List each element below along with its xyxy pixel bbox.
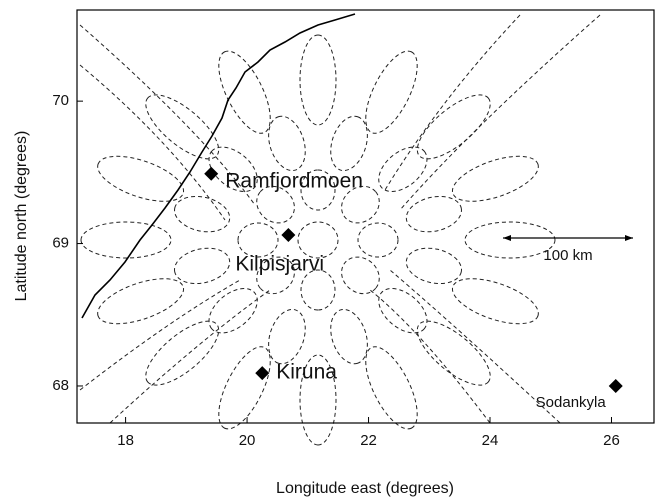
beam xyxy=(451,155,539,202)
beam xyxy=(357,222,399,258)
beam xyxy=(256,185,295,224)
beam xyxy=(378,146,428,192)
beam xyxy=(218,50,271,134)
beam xyxy=(145,320,220,386)
station-label: Ramfjordmoen xyxy=(225,169,363,192)
x-tick-label: 18 xyxy=(117,432,134,449)
beam-edge xyxy=(384,14,521,191)
beam xyxy=(330,115,368,172)
station-marker xyxy=(255,366,270,381)
beam xyxy=(208,288,258,334)
y-tick-label: 69 xyxy=(52,235,69,252)
beam xyxy=(300,269,336,311)
beam xyxy=(208,146,258,192)
beam xyxy=(341,256,380,295)
x-tick-label: 26 xyxy=(603,432,620,449)
beam xyxy=(256,256,295,295)
beam xyxy=(237,222,279,258)
y-axis-label: Latitude north (degrees) xyxy=(13,131,30,302)
beam xyxy=(341,185,380,224)
beam xyxy=(405,195,462,233)
station-marker xyxy=(204,166,219,181)
station-label: Sodankyla xyxy=(536,394,607,411)
beam xyxy=(378,288,428,334)
beam xyxy=(97,155,185,202)
beam xyxy=(297,221,339,259)
beam xyxy=(416,94,491,160)
station-marker xyxy=(608,378,623,393)
beam xyxy=(365,50,418,134)
beam xyxy=(464,221,556,259)
beam xyxy=(300,169,336,211)
beam-edge xyxy=(109,289,271,424)
scale-label: 100 km xyxy=(543,247,592,264)
beam xyxy=(145,94,220,160)
beam-edge xyxy=(79,24,256,206)
beam-edge xyxy=(79,64,226,221)
beam xyxy=(330,308,368,365)
beam-edge xyxy=(389,269,561,424)
beam xyxy=(451,278,539,325)
coastline xyxy=(81,13,356,319)
x-tick-label: 22 xyxy=(360,432,377,449)
beam-edge xyxy=(79,279,241,391)
beam xyxy=(97,278,185,325)
x-tick-label: 20 xyxy=(239,432,256,449)
station-label: Kiruna xyxy=(276,361,337,384)
beam-pattern xyxy=(79,14,601,446)
beam xyxy=(365,346,418,430)
y-tick-label: 68 xyxy=(52,377,69,394)
beam xyxy=(268,115,306,172)
beam-edge xyxy=(369,289,491,424)
beam xyxy=(299,34,337,126)
beam-edge xyxy=(399,14,601,211)
x-tick-label: 24 xyxy=(482,432,499,449)
beam xyxy=(268,308,306,365)
beam xyxy=(80,221,172,259)
beam xyxy=(174,195,231,233)
station-marker xyxy=(281,228,296,243)
station-label: Kilpisjarvi xyxy=(235,253,324,276)
x-axis-label: Longitude east (degrees) xyxy=(276,480,454,497)
beam xyxy=(299,354,337,446)
beam xyxy=(174,247,231,285)
beam xyxy=(218,346,271,430)
beam xyxy=(416,320,491,386)
beam xyxy=(405,247,462,285)
plot-frame xyxy=(76,9,655,424)
y-tick-label: 70 xyxy=(52,92,69,109)
